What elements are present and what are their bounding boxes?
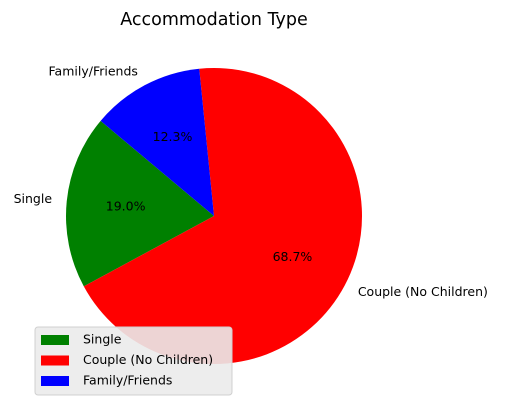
legend: Single Couple (No Children) Family/Friends (34, 326, 233, 396)
pie-slices (66, 68, 363, 365)
legend-frame (34, 326, 233, 396)
legend-swatch-couple-no-children (41, 355, 69, 366)
slice-label-couple-no-children: Couple (No Children) (358, 284, 488, 299)
pie-slice-single (66, 120, 214, 287)
slice-label-single: Single (14, 191, 53, 206)
legend-label-single: Single (83, 332, 122, 347)
legend-swatch-single (41, 335, 69, 345)
pie-slice-couple-no-children (83, 68, 363, 365)
slice-labels: Single Couple (No Children) Family/Friends (14, 64, 488, 299)
chart-title: Accommodation Type (120, 10, 308, 30)
slice-percent-family-friends: 12.3% (153, 129, 193, 144)
slice-percent-single: 19.0% (106, 199, 146, 214)
legend-label-couple-no-children: Couple (No Children) (83, 352, 213, 367)
slice-percent-couple-no-children: 68.7% (273, 249, 313, 264)
slice-label-family-friends: Family/Friends (49, 64, 138, 79)
legend-items: Single Couple (No Children) Family/Friends (41, 332, 213, 388)
legend-label-family-friends: Family/Friends (83, 373, 172, 388)
slice-percent-labels: 19.0% 68.7% 12.3% (106, 129, 313, 264)
legend-swatch-family-friends (41, 376, 69, 386)
pie-slice-family-friends (100, 68, 214, 217)
